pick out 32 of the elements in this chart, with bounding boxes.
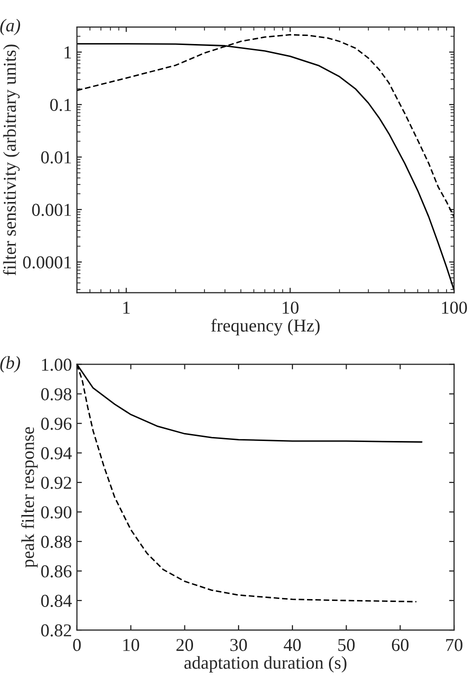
- x-tick-label: 20: [176, 638, 194, 652]
- y-tick-label: 0.84: [41, 594, 72, 608]
- x-tick-label: 60: [392, 638, 409, 652]
- y-axis-title: peak filter response: [21, 427, 38, 568]
- y-tick-label: 0.01: [41, 151, 71, 164]
- chart-title: (a): [0, 18, 20, 36]
- x-tick-label: 1: [123, 302, 130, 314]
- x-tick-label: 10: [282, 302, 299, 314]
- x-tick-label: 10: [123, 638, 140, 652]
- x-axis-title: frequency (Hz): [211, 318, 320, 336]
- y-tick-label: 0.1: [50, 98, 71, 112]
- x-axis-title: adaptation duration (s): [184, 656, 346, 673]
- y-tick-label: 1.00: [42, 358, 72, 371]
- y-tick-label: 0.92: [41, 476, 72, 489]
- x-tick-label: 30: [230, 638, 247, 652]
- chart-title: (b): [0, 356, 20, 373]
- y-tick-label: 0.88: [41, 536, 72, 548]
- y-axis-title: filter sensitivity (arbitrary units): [3, 44, 20, 276]
- y-tick-label: 0.001: [32, 204, 71, 216]
- y-tick-label: 0.98: [41, 388, 72, 400]
- x-tick-label: 100: [442, 302, 467, 314]
- y-tick-label: 0.90: [41, 506, 72, 518]
- x-tick-label: 0: [73, 638, 81, 652]
- x-tick-label: 70: [446, 638, 462, 652]
- y-tick-label: 1: [64, 46, 71, 58]
- y-tick-label: 0.0001: [23, 256, 71, 269]
- y-tick-label: 0.96: [41, 418, 72, 430]
- y-tick-label: 0.86: [41, 565, 72, 578]
- y-tick-label: 0.82: [41, 624, 72, 637]
- y-tick-label: 0.94: [41, 447, 72, 460]
- x-tick-label: 50: [338, 638, 355, 652]
- x-tick-label: 40: [284, 638, 301, 652]
